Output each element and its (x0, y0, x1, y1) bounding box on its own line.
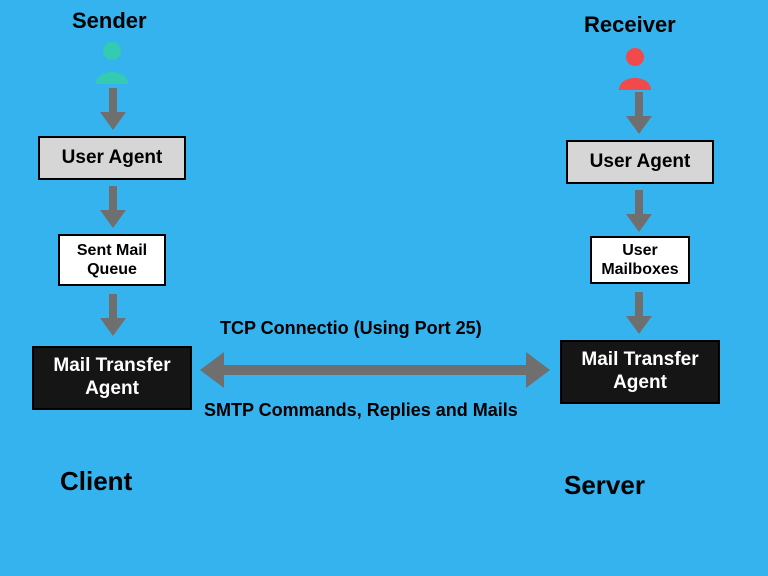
mta-right-box: Mail Transfer Agent (560, 340, 720, 404)
arrow-queue-to-mta (98, 294, 128, 336)
arrow-mailbox-to-mta (624, 292, 654, 334)
sent-mail-queue-label: Sent Mail Queue (77, 241, 147, 279)
mta-right-label: Mail Transfer Agent (581, 349, 698, 395)
mta-left-label: Mail Transfer Agent (53, 355, 170, 401)
sender-person-icon (92, 40, 132, 84)
receiver-person-icon (615, 46, 655, 90)
mta-left-box: Mail Transfer Agent (32, 346, 192, 410)
sender-title: Sender (72, 8, 147, 34)
arrow-sender-to-ua (98, 88, 128, 130)
user-mailboxes-box: User Mailboxes (590, 236, 690, 284)
client-label: Client (60, 466, 132, 497)
user-mailboxes-label: User Mailboxes (601, 241, 678, 279)
server-label: Server (564, 470, 645, 501)
user-agent-right-label: User Agent (590, 151, 691, 174)
smtp-commands-text: SMTP Commands, Replies and Mails (204, 400, 518, 421)
sent-mail-queue-box: Sent Mail Queue (58, 234, 166, 286)
user-agent-right-box: User Agent (566, 140, 714, 184)
user-agent-left-box: User Agent (38, 136, 186, 180)
arrow-ua-to-queue (98, 186, 128, 228)
arrow-receiver-to-ua (624, 92, 654, 134)
user-agent-left-label: User Agent (62, 147, 163, 170)
receiver-title: Receiver (584, 12, 676, 38)
arrow-ua-to-mailbox (624, 190, 654, 232)
bidirectional-arrow (200, 348, 550, 392)
tcp-connection-text: TCP Connectio (Using Port 25) (220, 318, 482, 339)
